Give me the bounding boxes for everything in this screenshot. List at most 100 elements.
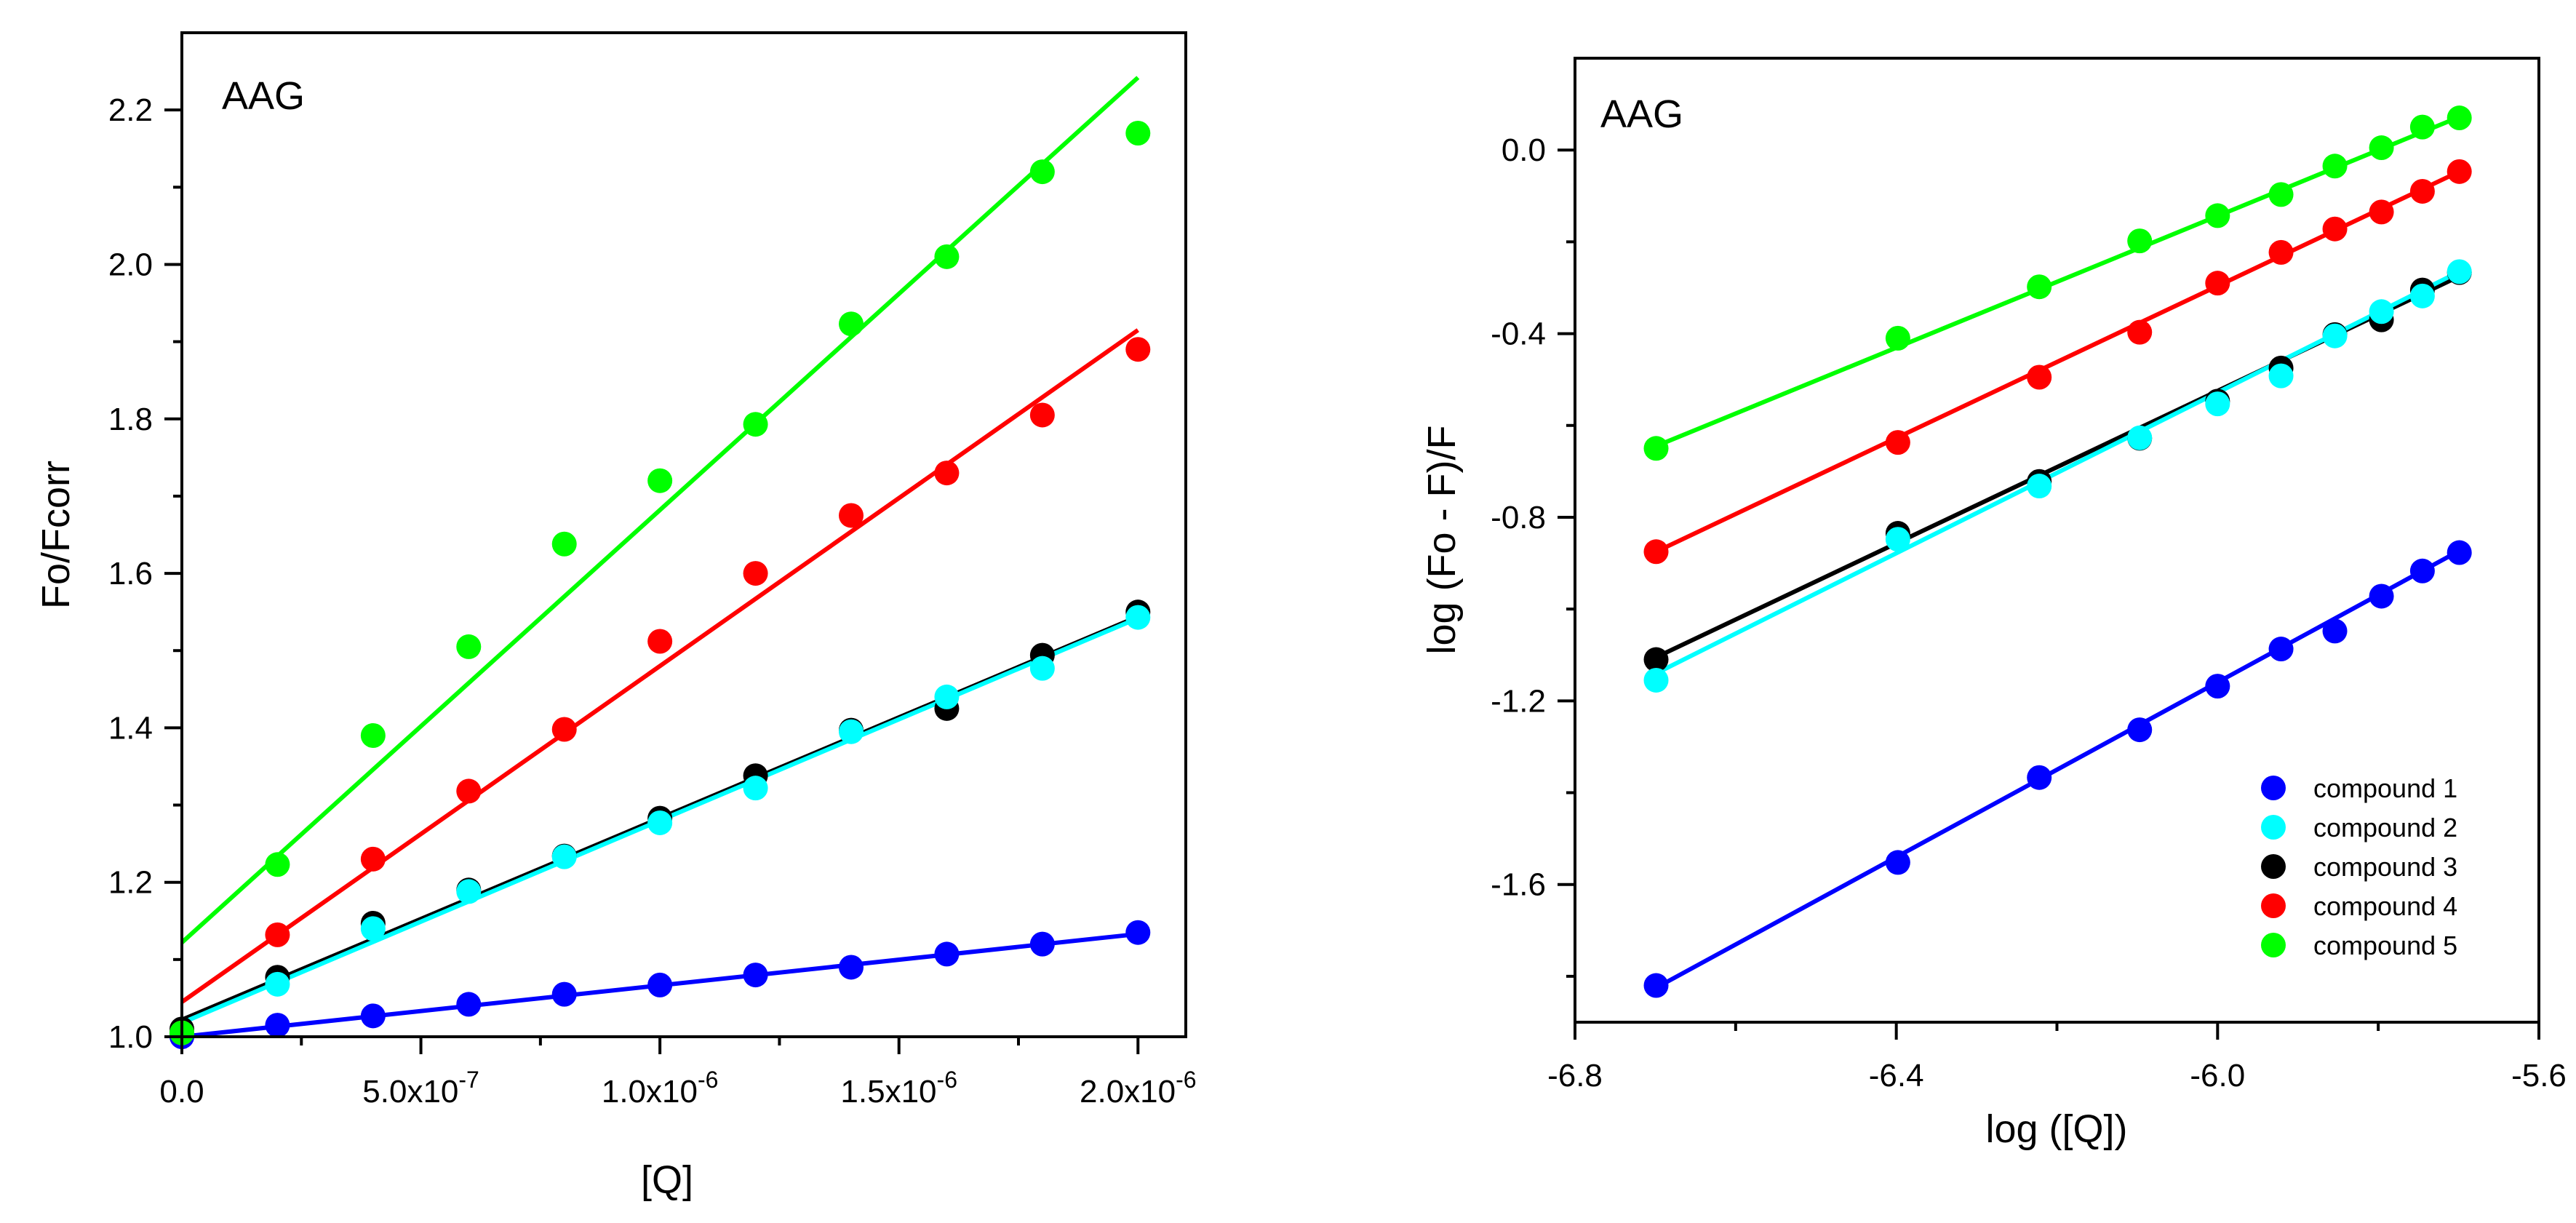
right-point-compound-5	[2127, 228, 2153, 254]
legend-swatch-compound-2	[2261, 815, 2286, 840]
left-y-tick-label: 1.0	[108, 1019, 153, 1055]
right-axis-ticks: -1.6 -1.2 -0.8 -0.4 0.0 -6.8 -6.4 -6.0 -5.6	[1491, 132, 2567, 1093]
left-point-compound-2	[1029, 656, 1055, 681]
legend: compound 1 compound 2 compound 3 compound 4…	[2261, 773, 2457, 960]
right-point-compound-5	[1885, 325, 1910, 351]
right-point-compound-1	[2027, 765, 2052, 790]
panel-right-double-log: -1.6-1.2-0.8-0.40.0-6.8 -6.4 -6.0 -5.6 AAG …	[1420, 57, 2567, 1151]
right-y-axis-label: log (Fo - F)/F	[1420, 425, 1464, 654]
right-panel-title: AAG	[1600, 92, 1683, 136]
left-y-tick-label: 1.6	[108, 556, 153, 591]
right-point-compound-2	[2447, 259, 2472, 284]
right-point-compound-4	[2369, 199, 2394, 225]
right-point-compound-1	[2268, 637, 2294, 662]
left-y-axis-label: Fo/Fcorr	[34, 461, 78, 609]
left-point-compound-1	[551, 981, 577, 1007]
right-y-tick-label: -0.4	[1491, 316, 1546, 352]
right-point-compound-4	[2268, 239, 2294, 265]
right-point-compound-5	[2447, 105, 2472, 131]
left-plot-frame	[180, 31, 1187, 1038]
left-y-tick-label: 2.0	[108, 247, 153, 282]
left-point-compound-2	[743, 776, 768, 801]
right-point-compound-1	[2322, 618, 2348, 644]
right-point-compound-5	[2205, 203, 2230, 228]
right-plot-area	[1643, 105, 2472, 998]
right-point-compound-4	[2409, 178, 2435, 204]
right-point-compound-1	[2205, 674, 2230, 699]
right-point-compound-5	[2409, 114, 2435, 140]
left-point-compound-1	[456, 992, 482, 1017]
right-point-compound-5	[2369, 135, 2394, 161]
right-point-compound-1	[2447, 540, 2472, 565]
right-point-compound-5	[2027, 274, 2052, 300]
left-point-compound-1	[934, 941, 960, 967]
right-fit-line-compound-1	[1655, 549, 2461, 990]
legend-swatch-compound-5	[2261, 933, 2286, 957]
right-point-compound-1	[2409, 558, 2435, 583]
right-point-compound-1	[2369, 583, 2394, 609]
right-point-compound-5	[2268, 182, 2294, 207]
right-point-compound-4	[2447, 159, 2472, 184]
left-point-compound-5	[1125, 121, 1151, 146]
left-x-tick-label: 5.0x10-7	[362, 1067, 479, 1110]
right-y-tick-label: 0.0	[1502, 132, 1546, 168]
left-point-compound-4	[265, 922, 290, 947]
left-point-compound-4	[1029, 402, 1055, 428]
right-point-compound-2	[2409, 283, 2435, 308]
legend-swatch-compound-1	[2261, 776, 2286, 800]
left-y-tick-label: 2.2	[108, 92, 153, 128]
right-x-tick-label: -6.4	[1869, 1058, 1924, 1093]
left-point-compound-5	[265, 852, 290, 877]
legend-label-compound-1: compound 1	[2313, 773, 2457, 803]
left-point-compound-4	[743, 561, 768, 586]
left-point-compound-1	[265, 1013, 290, 1038]
right-point-compound-2	[2268, 363, 2294, 389]
left-point-compound-1	[1125, 920, 1151, 945]
left-point-compound-2	[360, 916, 386, 941]
legend-label-compound-5: compound 5	[2313, 931, 2457, 960]
left-point-compound-1	[647, 972, 673, 997]
right-point-compound-1	[2127, 717, 2153, 743]
left-point-compound-2	[456, 879, 482, 904]
left-point-compound-5	[743, 412, 768, 437]
left-point-compound-4	[647, 629, 673, 654]
legend-label-compound-2: compound 2	[2313, 813, 2457, 842]
left-x-tick-label: 1.5x10-6	[840, 1067, 957, 1110]
left-point-compound-5	[551, 531, 577, 557]
left-point-compound-2	[647, 810, 673, 835]
left-point-compound-1	[1029, 931, 1055, 957]
left-point-compound-5	[360, 723, 386, 748]
right-point-compound-2	[2027, 474, 2052, 499]
right-y-tick-label: -1.6	[1491, 867, 1546, 903]
left-x-axis-label: [Q]	[641, 1158, 693, 1202]
left-point-compound-2	[551, 844, 577, 869]
right-point-compound-1	[1643, 973, 1669, 998]
left-point-compound-5	[1029, 159, 1055, 185]
left-point-compound-1	[839, 955, 864, 980]
right-point-compound-4	[2127, 319, 2153, 345]
left-y-tick-label: 1.4	[108, 710, 153, 746]
left-x-tick-label: 0.0	[159, 1074, 204, 1110]
left-point-compound-4	[1125, 337, 1151, 362]
left-plot-area	[170, 76, 1151, 1049]
right-point-compound-3	[1643, 647, 1669, 672]
right-x-tick-label: -6.0	[2190, 1058, 2245, 1093]
left-point-compound-1	[360, 1003, 386, 1029]
right-point-compound-2	[2369, 299, 2394, 324]
left-point-compound-4	[360, 846, 386, 872]
right-point-compound-1	[1885, 850, 1910, 875]
right-x-tick-label: -5.6	[2511, 1058, 2567, 1093]
left-point-compound-4	[934, 461, 960, 486]
right-y-tick-label: -0.8	[1491, 500, 1546, 535]
right-point-compound-4	[1643, 539, 1669, 565]
left-point-compound-2	[265, 971, 290, 997]
legend-label-compound-4: compound 4	[2313, 891, 2457, 921]
left-point-compound-1	[743, 963, 768, 988]
left-y-tick-label: 1.2	[108, 865, 153, 901]
right-x-tick-label: -6.8	[1547, 1058, 1603, 1093]
legend-swatch-compound-4	[2261, 893, 2286, 918]
right-point-compound-5	[1643, 436, 1669, 461]
left-point-compound-4	[839, 503, 864, 528]
left-point-compound-4	[456, 778, 482, 804]
